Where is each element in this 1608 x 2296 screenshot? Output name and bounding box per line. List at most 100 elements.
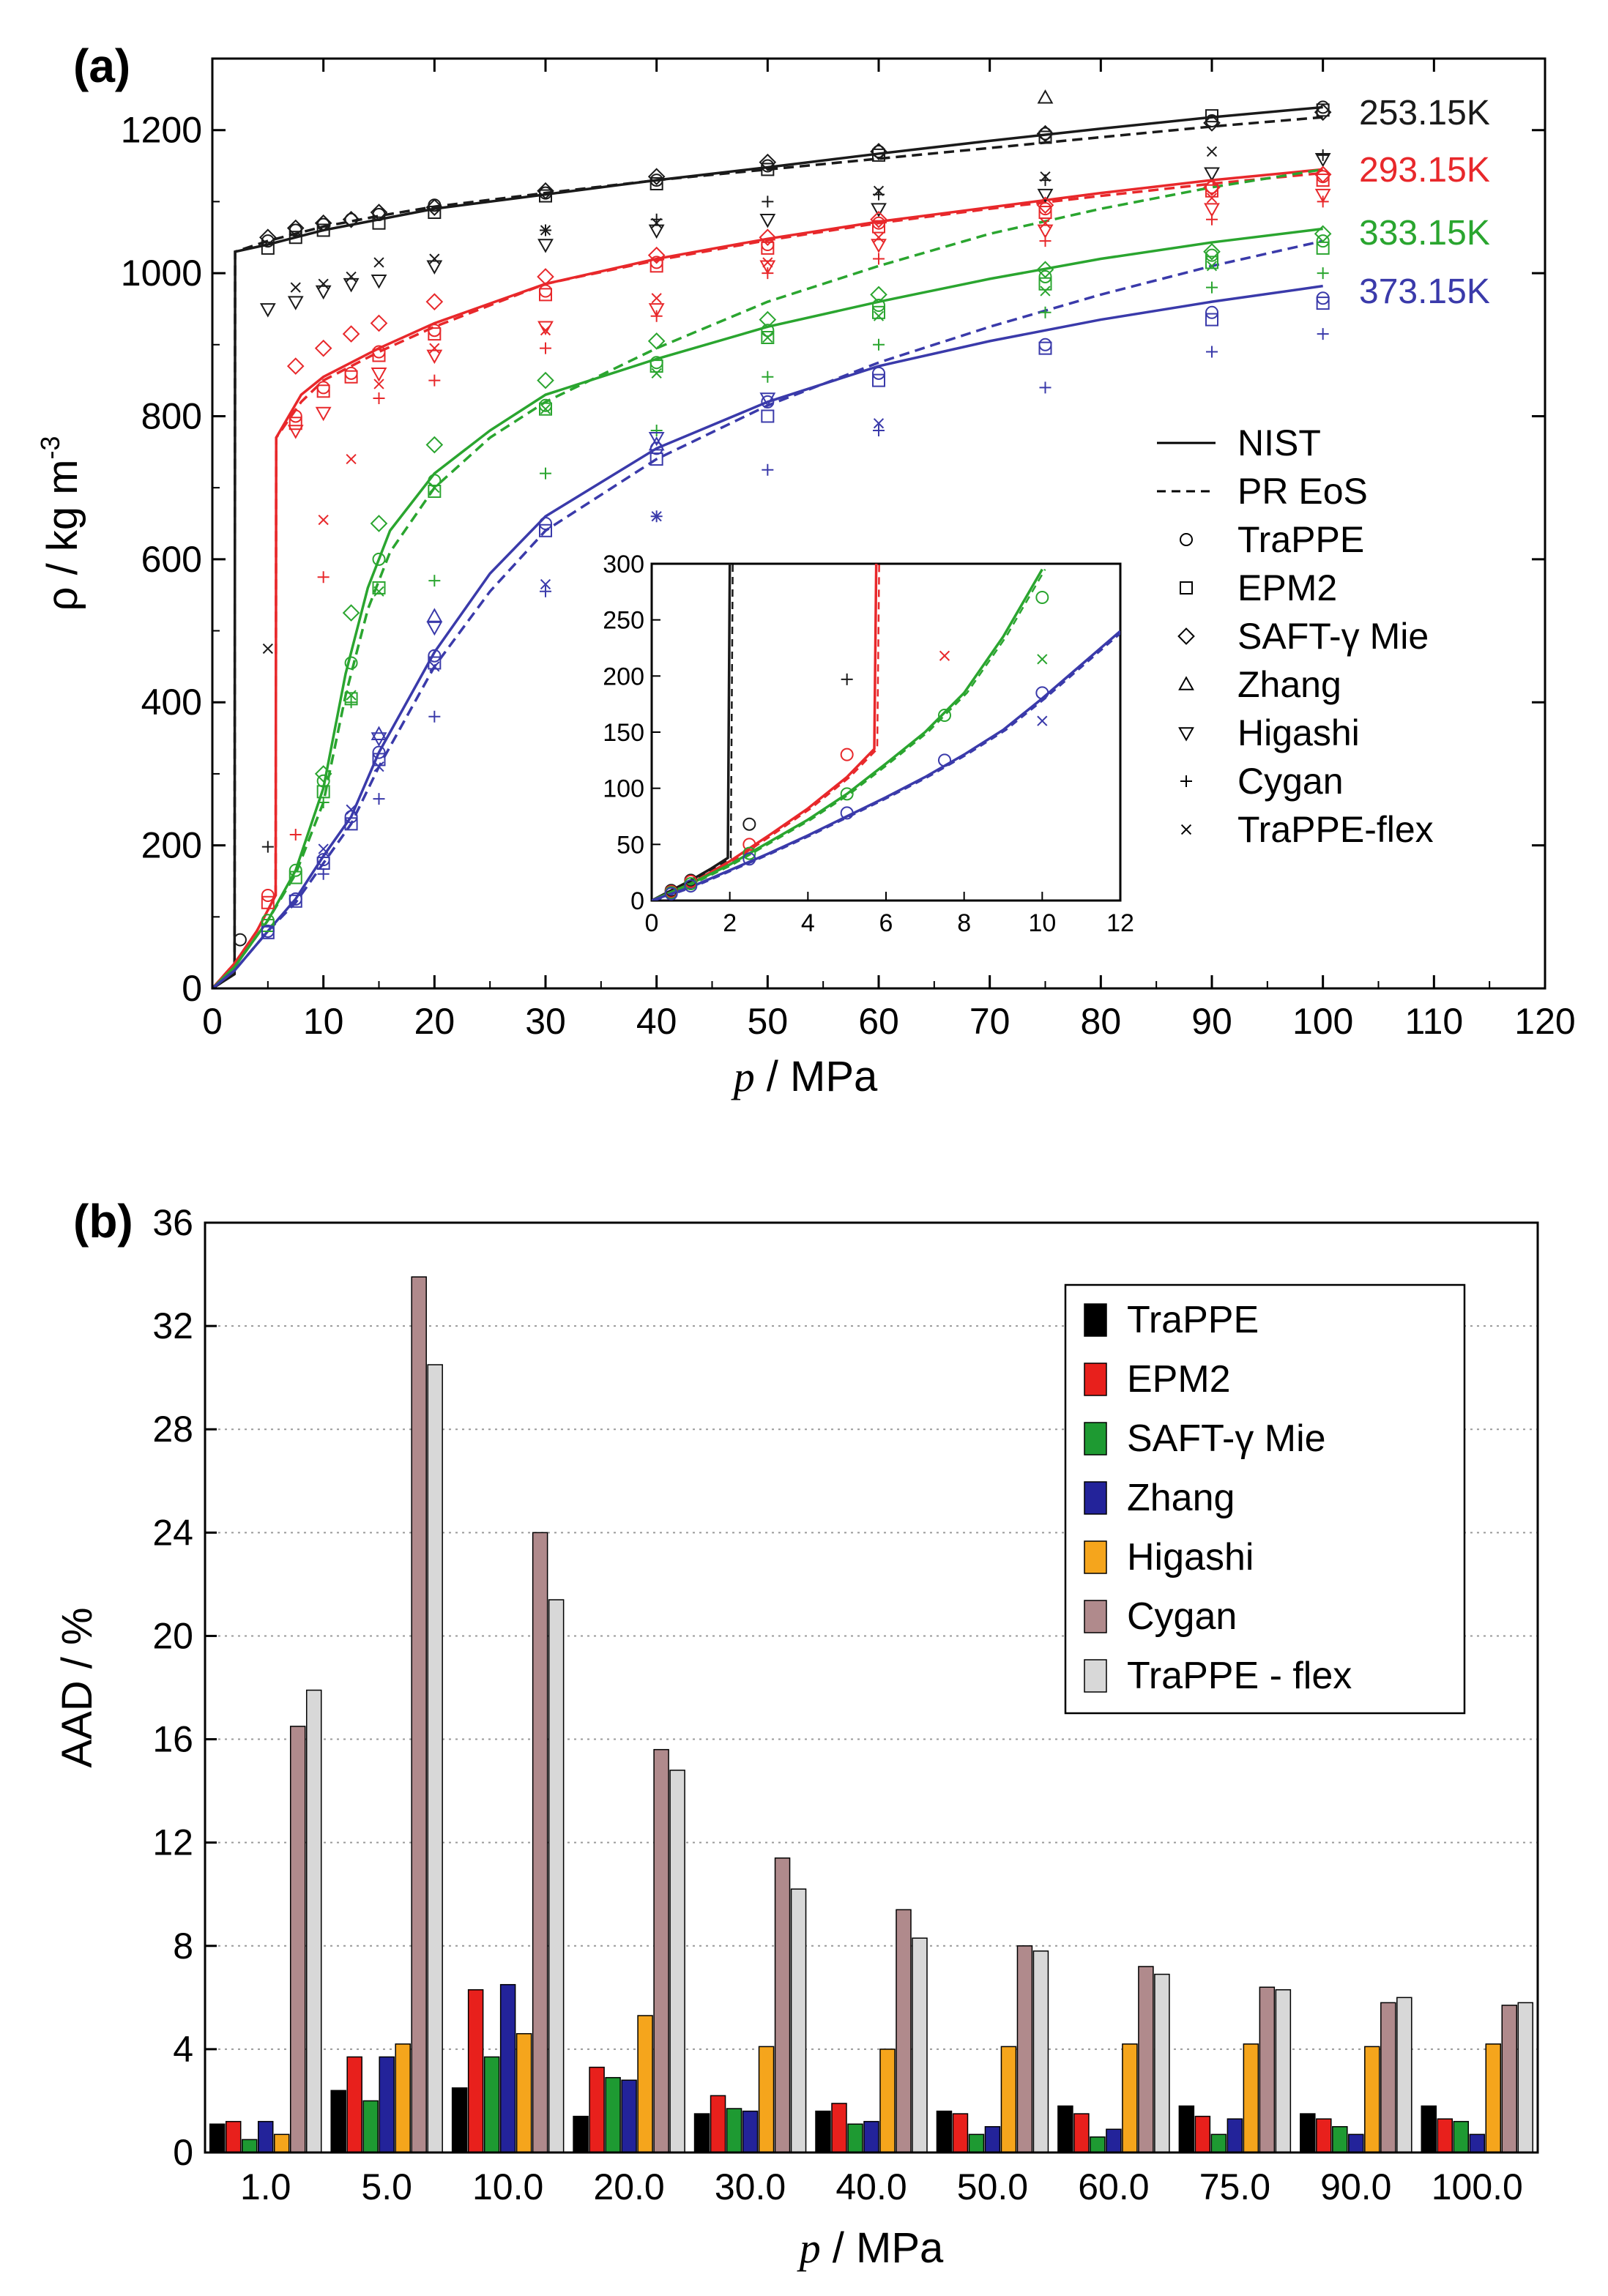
- legend-a-marker-triangle-down: [1178, 727, 1194, 742]
- y-tick-label-a: 1200: [121, 110, 202, 151]
- data-point-cross: [318, 843, 329, 854]
- inset-x-tick-label: 4: [801, 909, 815, 937]
- data-point-cross: [651, 217, 662, 228]
- data-point-square: [1038, 341, 1052, 355]
- bar-saft-mie-5_0: [362, 2100, 379, 2153]
- bar-trappe-40_0: [815, 2110, 831, 2153]
- data-point-triangle-down: [1037, 188, 1054, 204]
- y-tick-label-b: 0: [173, 2132, 193, 2173]
- x-tick-label-b: 10.0: [472, 2166, 543, 2207]
- data-point-diamond: [370, 515, 388, 532]
- data-point-plus: [373, 392, 385, 405]
- data-point-circle: [316, 381, 330, 395]
- data-point-circle: [1038, 338, 1052, 351]
- aad-bar-chart: 0 4 8 12 16 20 24 28 32 36 1.0 5.0 10.0 20.0 30.0 40.0 5…: [152, 1202, 1538, 2207]
- bar-zhang-50_0: [984, 2125, 1001, 2153]
- data-point-diamond: [1203, 242, 1221, 261]
- bar-zhang-20_0: [621, 2079, 637, 2153]
- inset-point-cross: [1037, 654, 1048, 665]
- data-point-cross: [651, 511, 662, 522]
- data-point-plus: [650, 310, 663, 322]
- bar-trappe-60_0: [1057, 2105, 1073, 2153]
- bar-zhang-1_0: [257, 2120, 274, 2153]
- y-axis-label-a: ρ / kg m: [39, 459, 86, 611]
- legend-b-label: EPM2: [1127, 1358, 1231, 1401]
- data-point-diamond: [314, 214, 332, 232]
- data-point-diamond: [370, 314, 388, 332]
- y-tick-label-b: 20: [152, 1615, 193, 1656]
- panel-a-label: (a): [73, 40, 130, 92]
- x-tick-label-b: 60.0: [1078, 2166, 1149, 2207]
- data-point-triangle-down: [287, 296, 304, 310]
- data-point-plus: [428, 575, 441, 587]
- data-point-circle: [1205, 248, 1218, 262]
- data-point-square: [872, 220, 885, 234]
- x-tick-label-a: 20: [414, 1001, 455, 1042]
- x-tick-label-a: 110: [1404, 1001, 1463, 1042]
- data-point-triangle-down: [648, 303, 665, 318]
- x-tick-label-a: 120: [1514, 1001, 1575, 1042]
- data-point-diamond: [425, 436, 444, 454]
- bar-epm2-1_0: [225, 2120, 242, 2153]
- data-point-circle: [872, 366, 885, 380]
- data-point-square: [761, 409, 775, 423]
- bar-saft-mie-1_0: [241, 2139, 258, 2153]
- bar-trappe-5_0: [330, 2090, 346, 2153]
- plot-a-data: [212, 89, 1332, 988]
- x-tick-label-b: 5.0: [361, 2166, 412, 2207]
- data-point-plus: [762, 267, 774, 280]
- data-point-square: [872, 148, 885, 162]
- bar-trappe-flex-50_0: [1032, 1950, 1049, 2153]
- bar-higashi-30_0: [758, 2046, 775, 2153]
- x-tick-label-a: 80: [1081, 1001, 1122, 1042]
- inset-point-circle: [840, 806, 854, 820]
- x-tick-label-b: 40.0: [835, 2166, 907, 2207]
- bar-trappe-flex-60_0: [1154, 1973, 1170, 2153]
- data-point-diamond: [759, 228, 777, 247]
- legend-b-box: [1064, 1283, 1466, 1715]
- bar-epm2-50_0: [952, 2113, 969, 2153]
- legend-b-label: Higashi: [1127, 1536, 1254, 1578]
- x-tick-label-a: 0: [202, 1001, 223, 1042]
- inset-curve-333-15k: [652, 568, 1043, 901]
- data-point-diamond: [370, 204, 388, 221]
- bar-trappe-flex-5_0: [427, 1364, 443, 2153]
- data-point-diamond: [259, 228, 277, 247]
- data-point-triangle-down: [537, 321, 554, 335]
- data-point-plus: [1206, 281, 1218, 294]
- data-point-plus: [317, 571, 330, 584]
- y-tick-label-a: 600: [141, 539, 202, 580]
- data-point-diamond: [342, 325, 360, 343]
- data-point-triangle-down: [343, 277, 360, 293]
- data-point-triangle-up: [648, 436, 665, 451]
- temp-label-253: 253.15K: [1359, 94, 1490, 133]
- legend-a-label: TraPPE-flex: [1237, 809, 1434, 850]
- inset-plot: 0 2 4 6 8 10 12 0 50 100 150 200 250 300: [603, 551, 1134, 937]
- bar-higashi-40_0: [879, 2049, 896, 2153]
- bar-saft-mie-90_0: [1332, 2125, 1348, 2153]
- data-point-square: [316, 384, 330, 398]
- data-point-triangle-down: [371, 368, 387, 382]
- bar-higashi-100_0: [1485, 2043, 1502, 2153]
- data-point-square: [344, 370, 358, 384]
- legend-b-label: TraPPE: [1127, 1299, 1259, 1341]
- x-axis-title-b: p / MPa: [797, 2224, 944, 2272]
- data-point-square: [872, 305, 885, 319]
- data-point-cross: [873, 185, 885, 196]
- data-point-plus: [762, 463, 774, 476]
- data-point-square: [649, 259, 663, 273]
- inset-y-tick-label: 300: [603, 551, 644, 578]
- bar-saft-mie-20_0: [605, 2076, 621, 2153]
- data-point-diamond: [1036, 124, 1054, 143]
- series-line-pr-eos-333-15k: [212, 168, 1323, 988]
- x-tick-label-a: 40: [636, 1001, 677, 1042]
- data-point-square: [289, 231, 302, 245]
- data-point-cross: [1206, 146, 1218, 157]
- x-tick-label-a: 100: [1292, 1001, 1353, 1042]
- data-point-plus: [873, 338, 885, 351]
- bar-trappe-100_0: [1421, 2105, 1437, 2153]
- y-axis-title-b: AAD / %: [53, 1607, 101, 1767]
- y-tick-label-b: 28: [152, 1409, 193, 1450]
- bar-cygan-10_0: [532, 1532, 548, 2153]
- y-tick-label-a: 0: [182, 968, 202, 1009]
